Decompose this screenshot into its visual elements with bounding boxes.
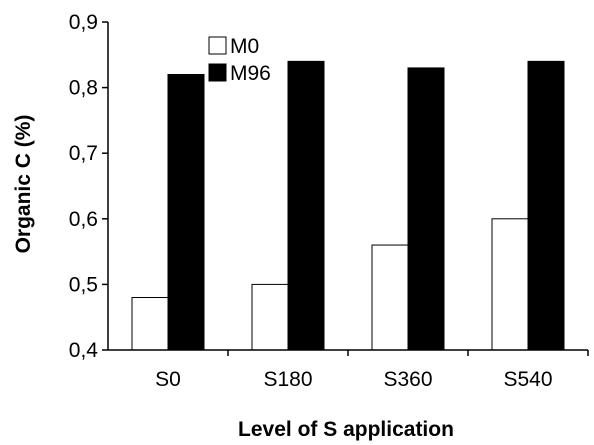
x-ticks-group: S0 S180 S360 S540 [155,350,589,391]
bar-m96-s540 [527,60,565,351]
y-ticks-group: 0,4 0,5 0,6 0,7 0,8 0,9 [69,11,108,362]
y-tick-label: 0,9 [69,11,98,34]
y-tick-label: 0,4 [69,339,99,362]
x-tick-label: S540 [503,368,552,391]
bar-m0-s360 [371,244,409,351]
bar-m0-s180 [251,283,289,351]
y-axis-title: Organic C (%) [12,115,35,254]
bar-m0-s0 [131,297,169,351]
legend-swatch-m96 [208,63,227,82]
x-tick-label: S180 [263,368,312,391]
legend-label-m96: M96 [230,62,271,85]
bar-m96-s180 [287,60,325,351]
bar-m0-s540 [491,218,529,351]
x-tick-label: S360 [383,368,432,391]
legend-swatch-m0 [208,36,227,55]
y-tick-label: 0,5 [69,273,98,296]
y-tick-label: 0,8 [69,77,98,100]
bar-m96-s0 [167,73,205,351]
bars-group [131,60,565,351]
bar-m96-s360 [407,67,445,351]
y-tick-label: 0,7 [69,142,98,165]
x-tick-label: S0 [155,368,181,391]
legend-label-m0: M0 [230,35,259,58]
y-tick-label: 0,6 [69,208,98,231]
x-axis-title: Level of S application [238,418,454,441]
